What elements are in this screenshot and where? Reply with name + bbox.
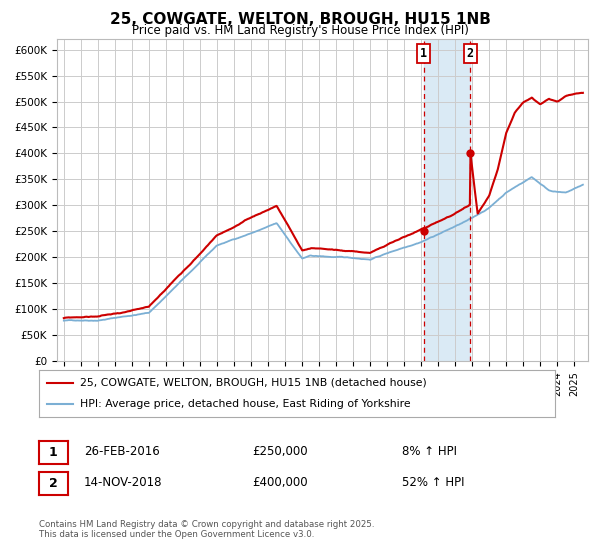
Text: £250,000: £250,000 xyxy=(252,445,308,459)
Text: 25, COWGATE, WELTON, BROUGH, HU15 1NB (detached house): 25, COWGATE, WELTON, BROUGH, HU15 1NB (d… xyxy=(80,378,427,388)
Text: 26-FEB-2016: 26-FEB-2016 xyxy=(84,445,160,459)
Text: 14-NOV-2018: 14-NOV-2018 xyxy=(84,476,163,489)
Text: 25, COWGATE, WELTON, BROUGH, HU15 1NB: 25, COWGATE, WELTON, BROUGH, HU15 1NB xyxy=(110,12,490,27)
Text: 1: 1 xyxy=(49,446,58,459)
Text: HPI: Average price, detached house, East Riding of Yorkshire: HPI: Average price, detached house, East… xyxy=(80,399,411,409)
Text: 2: 2 xyxy=(49,477,58,490)
Text: 2: 2 xyxy=(466,47,473,60)
Text: Price paid vs. HM Land Registry's House Price Index (HPI): Price paid vs. HM Land Registry's House … xyxy=(131,24,469,37)
Bar xyxy=(424,39,470,361)
Text: £400,000: £400,000 xyxy=(252,476,308,489)
Text: Contains HM Land Registry data © Crown copyright and database right 2025.
This d: Contains HM Land Registry data © Crown c… xyxy=(39,520,374,539)
Text: 52% ↑ HPI: 52% ↑ HPI xyxy=(402,476,464,489)
Text: 8% ↑ HPI: 8% ↑ HPI xyxy=(402,445,457,459)
Text: 1: 1 xyxy=(420,47,427,60)
